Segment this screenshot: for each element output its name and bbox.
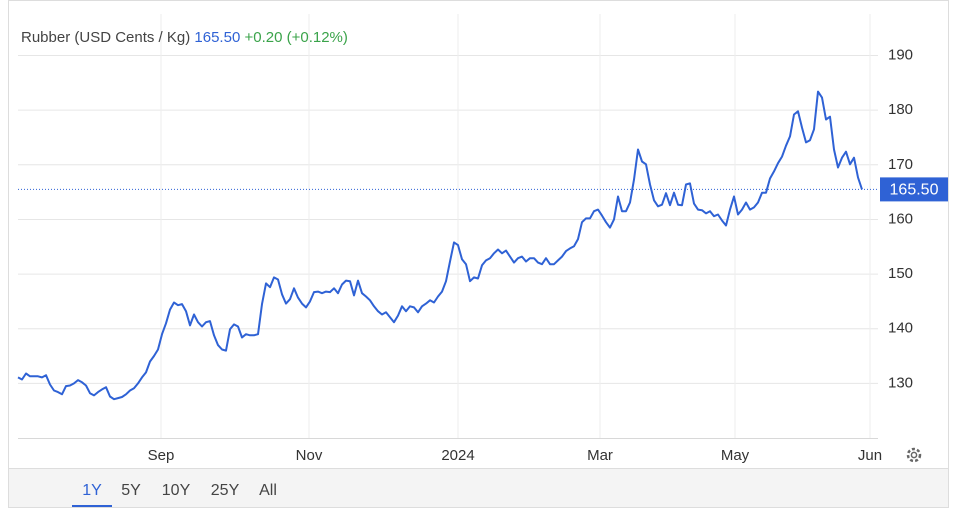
range-button[interactable]: All [259,482,277,499]
x-tick-label: Sep [148,447,175,464]
range-bar [9,469,948,507]
range-button[interactable]: 10Y [162,482,191,499]
x-tick-label: May [721,447,750,464]
y-tick-label: 160 [888,210,913,227]
range-button[interactable]: 5Y [121,482,141,499]
selected-underline [72,505,112,507]
x-tick-label: Nov [296,447,323,464]
settings-icon[interactable] [906,447,922,463]
y-tick-label: 150 [888,265,913,282]
y-tick-label: 190 [888,46,913,63]
range-button[interactable]: 25Y [211,482,240,499]
y-tick-label: 170 [888,156,913,173]
frame [8,0,949,508]
x-tick-label: Jun [858,447,882,464]
y-tick-label: 130 [888,374,913,391]
y-tick-label: 140 [888,320,913,337]
range-button[interactable]: 1Y [82,482,102,499]
x-tick-label: Mar [587,447,613,464]
price: 165.50 [194,29,240,46]
chart-title: Rubber (USD Cents / Kg) [21,29,190,46]
change: +0.20 (+0.12%) [244,29,347,46]
grid [18,14,878,438]
x-tick-label: 2024 [441,447,474,464]
y-tick-label: 180 [888,101,913,118]
last-value-badge [880,177,948,202]
last-value-label: 165.50 [890,182,939,199]
header: Rubber (USD Cents / Kg) 165.50 +0.20 (+0… [21,29,348,46]
price-line [17,90,863,401]
